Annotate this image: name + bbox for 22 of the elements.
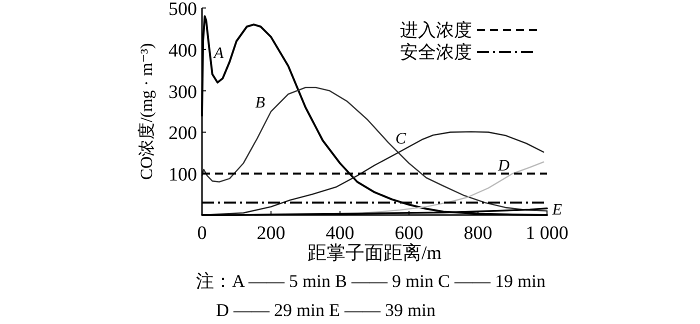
- series-label: E: [551, 201, 562, 218]
- series-label: A: [212, 44, 224, 62]
- x-tick-label: 0: [197, 223, 207, 244]
- x-axis-title: 距掌子面距离/m: [307, 242, 442, 264]
- x-tick-label: 400: [326, 223, 354, 244]
- x-tick-label: 1 000: [526, 223, 568, 244]
- legend-label: 安全浓度: [400, 42, 472, 62]
- series-label: B: [255, 94, 266, 112]
- x-tick-label: 200: [256, 223, 286, 244]
- series-label: D: [496, 158, 510, 175]
- y-axis-title: CO浓度/(mg · m⁻³): [137, 43, 156, 180]
- text: 注：A —— 5 min B —— 9 min C —— 19 min: [196, 271, 546, 291]
- y-tick-label: 200: [168, 123, 197, 144]
- legend-label: 进入浓度: [400, 20, 472, 40]
- x-tick-label: 800: [464, 223, 492, 244]
- y-tick-label: 300: [168, 82, 197, 103]
- text: D —— 29 min E —— 39 min: [216, 300, 436, 320]
- x-tick-label: 600: [394, 223, 424, 244]
- y-tick-label: 100: [168, 164, 197, 186]
- y-tick-label: 400: [168, 40, 197, 62]
- y-tick-label: 500: [168, 0, 197, 20]
- series-label: C: [395, 130, 406, 148]
